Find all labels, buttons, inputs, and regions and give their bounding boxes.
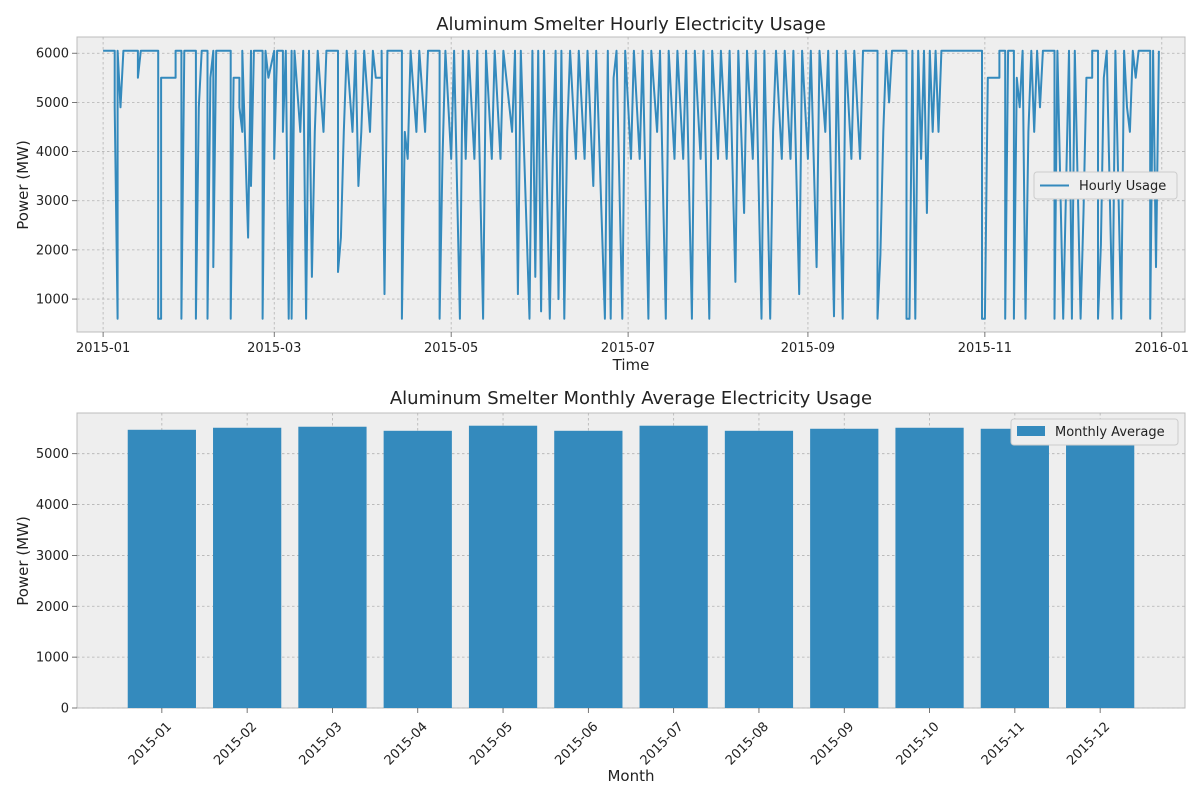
monthly-bar bbox=[980, 428, 1049, 708]
hourly-x-axis-title: Time bbox=[612, 356, 650, 374]
hourly-legend: Hourly Usage bbox=[1033, 171, 1178, 200]
monthly-x-tick-label: 2015-06 bbox=[552, 719, 601, 768]
hourly-y-tick-label: 4000 bbox=[36, 145, 69, 160]
monthly-bars bbox=[127, 425, 1135, 708]
monthly-bar bbox=[810, 428, 879, 708]
monthly-x-tick-label: 2015-03 bbox=[296, 719, 345, 768]
monthly-y-tick-label: 0 bbox=[61, 702, 69, 717]
monthly-average-chart: Aluminum Smelter Monthly Average Electri… bbox=[14, 388, 1186, 785]
monthly-legend: Monthly Average bbox=[1010, 418, 1179, 446]
monthly-y-axis: 0 1000 2000 3000 4000 5000 bbox=[36, 447, 77, 717]
hourly-y-tick-label: 2000 bbox=[36, 243, 69, 258]
monthly-x-tick-label: 2015-04 bbox=[382, 719, 431, 768]
monthly-x-axis: 2015-01 2015-02 2015-03 2015-04 2015-05 2015-… bbox=[126, 708, 1113, 768]
monthly-bar bbox=[554, 430, 623, 708]
hourly-usage-line bbox=[103, 49, 1160, 320]
monthly-bar bbox=[724, 430, 794, 708]
monthly-x-tick-label: 2015-02 bbox=[211, 719, 260, 768]
hourly-legend-box bbox=[1033, 171, 1178, 200]
monthly-y-tick-label: 2000 bbox=[36, 600, 69, 615]
monthly-x-tick-label: 2015-12 bbox=[1064, 719, 1113, 768]
monthly-y-tick-label: 1000 bbox=[36, 651, 69, 666]
monthly-x-tick-label: 2015-05 bbox=[467, 719, 516, 768]
monthly-legend-label: Monthly Average bbox=[1055, 425, 1165, 440]
monthly-legend-box bbox=[1010, 418, 1179, 446]
monthly-x-axis-title: Month bbox=[607, 767, 654, 785]
hourly-usage-chart: Aluminum Smelter Hourly Electricity Usag… bbox=[14, 14, 1189, 374]
hourly-x-axis: 2015-01 2015-03 2015-05 2015-07 2015-09 2015-… bbox=[76, 332, 1189, 356]
monthly-bar bbox=[213, 427, 282, 708]
monthly-x-tick-label: 2015-01 bbox=[126, 719, 175, 768]
monthly-bar bbox=[298, 426, 367, 708]
monthly-x-tick-label: 2015-07 bbox=[638, 719, 687, 768]
hourly-y-tick-label: 5000 bbox=[36, 96, 69, 111]
monthly-y-tick-label: 4000 bbox=[36, 498, 69, 513]
hourly-y-tick-label: 6000 bbox=[36, 47, 69, 62]
hourly-x-tick-label: 2015-01 bbox=[76, 341, 130, 356]
monthly-bar bbox=[383, 430, 452, 708]
hourly-x-tick-label: 2015-07 bbox=[601, 341, 655, 356]
monthly-chart-title: Aluminum Smelter Monthly Average Electri… bbox=[390, 388, 872, 409]
monthly-x-tick-label: 2015-10 bbox=[894, 719, 943, 768]
monthly-bar bbox=[895, 427, 964, 708]
monthly-legend-swatch bbox=[1017, 426, 1045, 436]
hourly-x-tick-label: 2016-01 bbox=[1135, 341, 1189, 356]
monthly-bar bbox=[639, 425, 708, 708]
monthly-y-tick-label: 3000 bbox=[36, 549, 69, 564]
hourly-y-axis-title: Power (MW) bbox=[14, 140, 32, 230]
hourly-y-axis: 1000 2000 3000 4000 5000 6000 bbox=[36, 47, 77, 308]
hourly-x-tick-label: 2015-09 bbox=[781, 341, 835, 356]
monthly-bar bbox=[127, 429, 196, 708]
monthly-bar bbox=[468, 425, 538, 708]
monthly-x-tick-label: 2015-09 bbox=[808, 719, 857, 768]
monthly-x-tick-label: 2015-11 bbox=[979, 719, 1028, 768]
hourly-x-tick-label: 2015-05 bbox=[424, 341, 478, 356]
hourly-x-tick-label: 2015-03 bbox=[247, 341, 301, 356]
hourly-legend-label: Hourly Usage bbox=[1079, 179, 1166, 194]
monthly-y-axis-title: Power (MW) bbox=[14, 516, 32, 606]
hourly-chart-title: Aluminum Smelter Hourly Electricity Usag… bbox=[436, 14, 826, 35]
monthly-bar bbox=[1066, 428, 1135, 708]
hourly-y-tick-label: 1000 bbox=[36, 293, 69, 308]
hourly-x-tick-label: 2015-11 bbox=[958, 341, 1012, 356]
hourly-y-tick-label: 3000 bbox=[36, 194, 69, 209]
monthly-y-tick-label: 5000 bbox=[36, 447, 69, 462]
monthly-x-tick-label: 2015-08 bbox=[723, 719, 772, 768]
